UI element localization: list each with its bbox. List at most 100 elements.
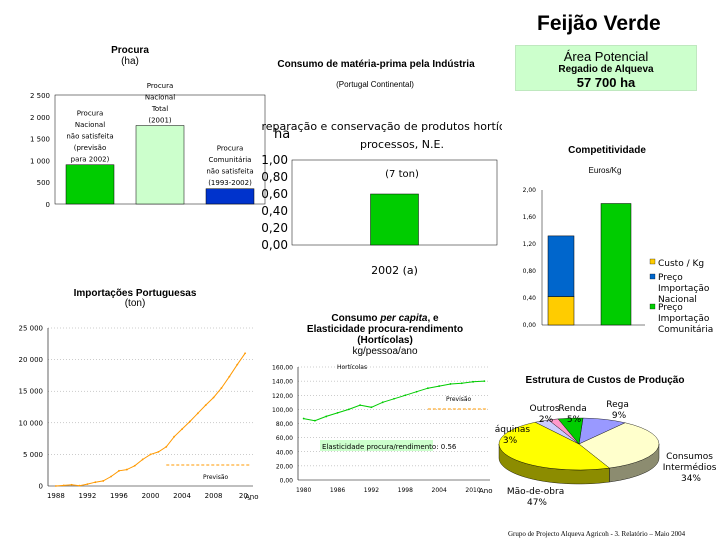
importacoes-data-point [196, 412, 199, 415]
consumo-data-point [426, 387, 429, 390]
page-footer: Grupo de Projecto Alqueva Agricoh - 3. R… [508, 530, 686, 538]
consumo-y-tick: 20,00 [276, 463, 293, 470]
comp-y-tick: 1,20 [523, 241, 537, 248]
consumo-y-tick: 0,00 [280, 478, 294, 485]
pie-slice [498, 422, 610, 471]
importacoes-chart: 0 5 000 10 000 15 000 20 000 25 000 1988 1992 19… [19, 325, 259, 502]
procura-unit: (ha) [121, 56, 139, 67]
consumo-data-point [483, 380, 486, 383]
consumo-y-tick: 100,00 [272, 407, 293, 414]
importacoes-data-point [189, 420, 191, 423]
importacoes-y-tick: 10 000 [19, 419, 44, 427]
importacoes-x-tick: 2004 [173, 492, 191, 500]
industria-y-tick: 1,00 [262, 153, 288, 167]
importacoes-x-tick: 2000 [142, 492, 160, 500]
importacoes-axis-word: Ano [245, 493, 259, 501]
procura-bar-label: Procura [77, 109, 104, 117]
area-box-line3: 57 700 ha [576, 75, 636, 90]
importacoes-data-point [220, 387, 223, 389]
elasticity-box [320, 440, 433, 451]
importacoes-x-tick: 1996 [110, 492, 128, 500]
pie-label-maodeobra: Mão-de-obra 47% [507, 487, 567, 508]
competitividade-chart: 0,00 0,40 0,80 1,20 1,60 2,00 Custo / Kg Preç… [523, 187, 714, 335]
industria-bar [370, 193, 419, 246]
consumo-x-tick: 1992 [364, 487, 379, 494]
consumo-data-point [438, 385, 441, 387]
importacoes-data-point [244, 352, 247, 355]
consumo-data-point [302, 417, 305, 420]
consumo-data-point [325, 415, 328, 418]
comp-bar-importacao-nacional [547, 235, 575, 297]
consumo-axis-word: Ano [479, 487, 493, 495]
pie-slice [557, 417, 584, 445]
importacoes-data-point [118, 469, 120, 472]
consumo-x-tick: 2010 [465, 487, 480, 494]
elasticity-label: Elasticidade procura/rendimento: 0.56 [322, 443, 457, 451]
comp-y-tick: 0,80 [523, 268, 537, 275]
procura-y-tick: 500 [37, 179, 50, 187]
consumo-y-tick: 80,00 [276, 421, 293, 428]
consumo-forecast-label: Previsão [446, 396, 472, 403]
procura-y-tick: 1 500 [30, 136, 50, 144]
importacoes-data-point [102, 480, 105, 482]
consumo-data-point [449, 383, 452, 385]
legend-swatch-nacional [649, 273, 656, 280]
consumo-data-point [359, 404, 362, 407]
consumo-data-point [404, 394, 407, 397]
consumo-unit: kg/pessoa/ano [352, 346, 418, 357]
consumo-data-point [347, 408, 350, 411]
consumo-title-post: , e [427, 313, 439, 324]
consumo-x-tick: 1980 [296, 487, 311, 494]
consumo-y-tick: 160,00 [272, 365, 293, 372]
consumo-data-point [381, 401, 384, 404]
legend-nacional: Preço Importação Nacional [658, 273, 712, 305]
importacoes-title: Importações Portuguesas [73, 288, 197, 299]
importacoes-unit: (ton) [124, 298, 146, 309]
importacoes-data-point [54, 485, 57, 487]
industria-series-title-1: Preparação e conservação de produtos hor… [262, 120, 502, 133]
industria-title: Consumo de matéria-prima pela Indústria [277, 59, 475, 70]
procura-bar-label: não satisfeita [206, 168, 253, 176]
industria-unit: ha [274, 127, 290, 142]
comp-y-tick: 0,00 [523, 322, 537, 329]
comp-y-tick: 2,00 [523, 187, 537, 194]
importacoes-data-point [133, 464, 136, 467]
pie-label-consumos: Consumos Intermédios 34% [663, 452, 720, 484]
consumo-title: Consumo per capita, e [285, 313, 485, 324]
procura-y-tick: 1 000 [30, 157, 50, 165]
competitividade-unit: Euros/Kg [588, 166, 622, 175]
importacoes-x-tick: 1992 [79, 492, 97, 500]
importacoes-data-point [165, 445, 168, 448]
importacoes-x-tick: 2008 [205, 492, 223, 500]
procura-bar [205, 188, 255, 205]
legend-comunitaria: Preço Importação Comunitária [658, 303, 713, 335]
legend-swatch-custo [649, 258, 656, 265]
procura-bar-label: Procura [217, 145, 244, 153]
procura-bar-label: não satisfeita [66, 132, 113, 140]
area-box-line2: Regadio de Alqueva [558, 64, 654, 75]
consumo-series-label: Hortícolas [337, 364, 367, 371]
importacoes-data-point [236, 363, 239, 366]
industria-chart: ha Preparação e conservação de produtos … [262, 120, 502, 277]
importacoes-data-point [110, 475, 112, 478]
consumo-data-point [472, 380, 474, 383]
legend-custo: Custo / Kg [658, 259, 704, 269]
pie-label-rega: Rega 9% [606, 400, 632, 421]
procura-y-tick: 2 000 [30, 114, 50, 122]
area-potencial-box: Área Potencial Regadio de Alqueva 57 700… [515, 45, 697, 91]
consumo-data-point [415, 390, 418, 393]
comp-bar-importacao-comunitaria [600, 203, 632, 326]
consumo-x-tick: 2004 [432, 487, 447, 494]
importacoes-data-point [141, 458, 144, 461]
consumo-data-point [370, 406, 373, 409]
consumo-title-line3: (Hortícolas) [357, 335, 413, 346]
importacoes-y-tick: 5 000 [23, 451, 43, 459]
procura-title: Procura [111, 45, 149, 56]
importacoes-data-point [62, 484, 65, 487]
industria-y-tick: 0,80 [262, 170, 288, 184]
importacoes-data-point [212, 396, 215, 399]
procura-bar [135, 125, 185, 205]
importacoes-data-point [181, 428, 183, 431]
importacoes-data-point [125, 468, 128, 471]
consumo-y-tick: 60,00 [276, 435, 293, 442]
